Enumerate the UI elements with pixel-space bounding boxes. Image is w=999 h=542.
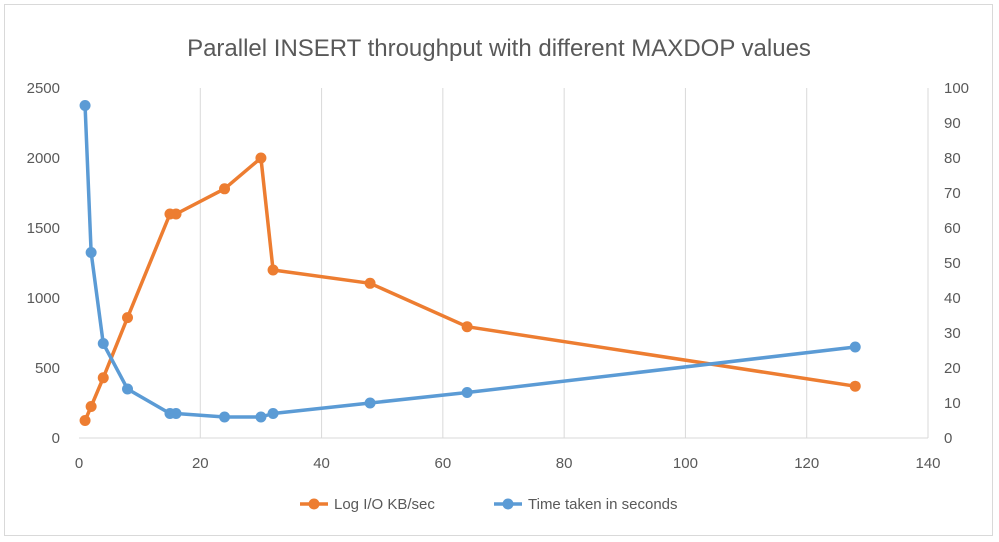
series-point-1 xyxy=(79,100,91,111)
y-axis-ticks: 0 500 1000 1500 2000 2500 xyxy=(27,80,60,447)
y2-tick-label: 90 xyxy=(944,115,961,132)
x-axis-ticks: 0 20 40 60 80 100 120 140 xyxy=(75,455,941,472)
series-point-1 xyxy=(122,383,134,395)
y2-tick-label: 20 xyxy=(944,360,961,377)
x-tick-label: 80 xyxy=(556,455,573,472)
series-point-1 xyxy=(267,408,279,419)
x-tick-label: 60 xyxy=(435,455,452,472)
series-point-1 xyxy=(219,411,231,423)
y2-tick-label: 80 xyxy=(944,150,961,167)
x-tick-label: 140 xyxy=(915,455,940,472)
series-point-0 xyxy=(219,183,231,195)
series-point-1 xyxy=(461,387,473,398)
x-tick-label: 20 xyxy=(192,455,209,472)
y2-tick-label: 100 xyxy=(944,80,969,97)
series-group xyxy=(79,100,861,426)
y-tick-label: 1500 xyxy=(27,220,60,237)
series-point-0 xyxy=(364,277,376,289)
series-point-1 xyxy=(85,247,97,258)
series-point-0 xyxy=(255,152,267,164)
series-point-0 xyxy=(170,208,182,220)
x-tick-label: 0 xyxy=(75,455,83,472)
series-point-0 xyxy=(85,401,97,412)
y2-tick-label: 50 xyxy=(944,255,961,272)
gridlines xyxy=(199,88,929,438)
legend-label-0: Log I/O KB/sec xyxy=(334,496,435,513)
y2-tick-label: 60 xyxy=(944,220,961,237)
legend-swatch-marker-1 xyxy=(502,498,514,510)
series-point-0 xyxy=(122,312,134,324)
series-point-1 xyxy=(255,411,267,423)
chart-title: Parallel INSERT throughput with differen… xyxy=(187,35,811,62)
series-line-1 xyxy=(83,103,857,419)
series-point-0 xyxy=(79,415,91,426)
y-tick-label: 1000 xyxy=(27,290,60,307)
y2-tick-label: 10 xyxy=(944,395,961,412)
y-tick-label: 2500 xyxy=(27,80,60,97)
y2-tick-label: 40 xyxy=(944,290,961,307)
legend: Log I/O KB/sec Time taken in seconds xyxy=(300,496,678,513)
series-point-1 xyxy=(97,338,109,349)
y-tick-label: 2000 xyxy=(27,150,60,167)
y2-axis-ticks: 0 10 20 30 40 50 60 70 80 90 100 xyxy=(944,80,969,447)
legend-swatch-marker-0 xyxy=(308,498,320,510)
series-point-1 xyxy=(849,341,861,353)
legend-label-1: Time taken in seconds xyxy=(528,496,678,513)
y2-tick-label: 30 xyxy=(944,325,961,342)
series-point-0 xyxy=(849,380,861,392)
y2-tick-label: 0 xyxy=(944,430,952,447)
series-point-0 xyxy=(461,321,473,333)
y-tick-label: 0 xyxy=(52,430,60,447)
series-point-1 xyxy=(364,397,376,409)
series-point-0 xyxy=(97,372,109,384)
chart-frame xyxy=(4,4,993,536)
series-point-0 xyxy=(267,264,279,276)
y2-tick-label: 70 xyxy=(944,185,961,202)
x-tick-label: 120 xyxy=(794,455,819,472)
series-point-1 xyxy=(170,408,182,419)
y-tick-label: 500 xyxy=(35,360,60,377)
x-tick-label: 100 xyxy=(673,455,698,472)
x-tick-label: 40 xyxy=(313,455,330,472)
